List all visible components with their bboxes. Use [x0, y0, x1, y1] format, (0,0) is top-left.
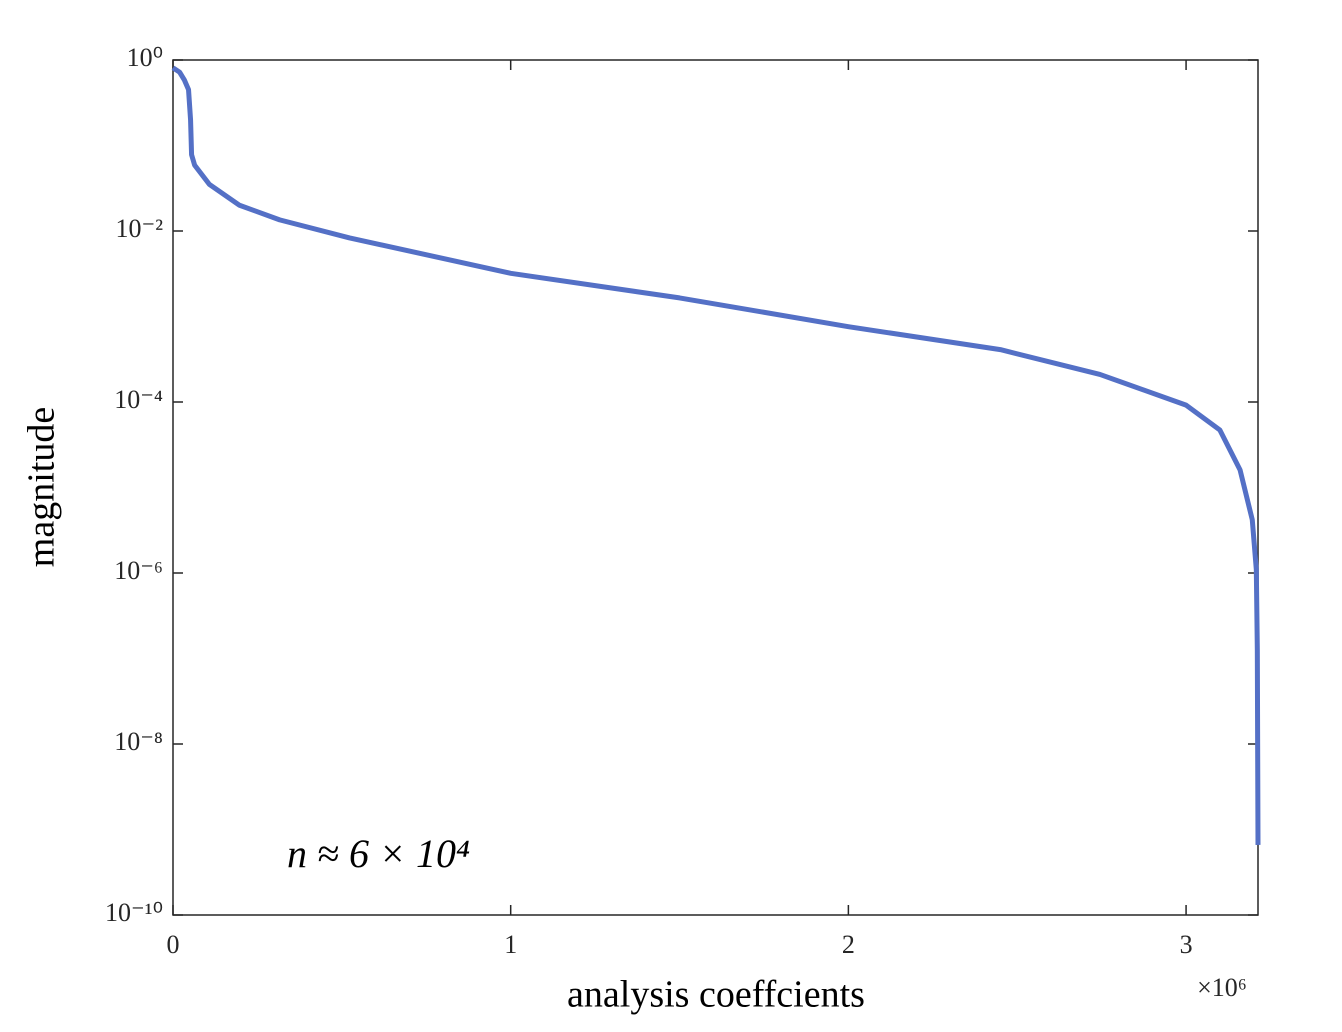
data-line — [171, 65, 1261, 845]
plot-box — [172, 59, 1259, 916]
y-tick-label: 10⁻⁸ — [114, 727, 163, 756]
x-tick-label: 2 — [842, 930, 855, 959]
y-tick-label: 10⁻⁴ — [114, 385, 163, 414]
y-axis-label: magnitude — [21, 407, 63, 567]
y-tick-label: 10⁻⁶ — [114, 556, 163, 585]
y-tick-label: 10⁻² — [115, 214, 163, 243]
x-tick-label: 3 — [1180, 930, 1193, 959]
x-exponent-label: ×10⁶ — [1197, 973, 1247, 1002]
x-axis-label: analysis coeffcients — [567, 974, 865, 1016]
annotation: n ≈ 6 × 10⁴ — [287, 831, 470, 876]
y-tick-label: 10⁻¹⁰ — [105, 898, 163, 927]
y-tick-label: 10⁰ — [127, 43, 163, 72]
x-tick-label: 0 — [167, 930, 180, 959]
x-tick-label: 1 — [504, 930, 517, 959]
